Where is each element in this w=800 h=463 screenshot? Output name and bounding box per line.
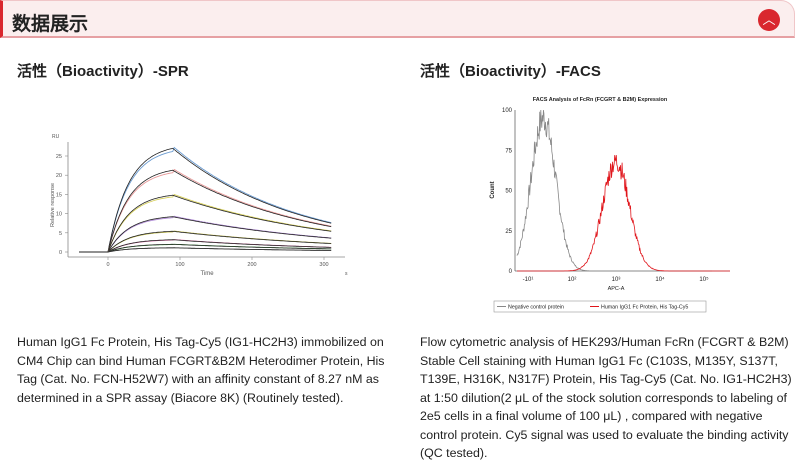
legend-label-negative: Negative control protein	[508, 305, 564, 311]
facs-description: Flow cytometric analysis of HEK293/Human…	[420, 335, 792, 460]
fit-curve-c3	[107, 194, 332, 253]
sensorgram-c5	[79, 230, 332, 253]
x-tick-label: 10⁴	[655, 276, 665, 283]
sensorgram-c3	[79, 194, 332, 253]
sensorgram-c4	[79, 216, 332, 253]
y-tick-label: 0	[509, 269, 513, 275]
facs-title: 活性（Bioactivity）-FACS	[420, 63, 601, 80]
y-tick-label: 25	[505, 229, 512, 235]
x-tick-label: 10²	[568, 277, 577, 283]
x-axis-label: Time	[200, 271, 214, 277]
legend-label-sample: Human IgG1 Fc Protein, His Tag-Cy5	[601, 305, 688, 311]
y-tick-label: 20	[56, 173, 62, 179]
y-tick-label: 15	[56, 192, 62, 198]
spr-chart: 0 5 10 15 20 25 0 100 200 300 Time s RU Relative resp…	[50, 134, 348, 277]
spr-title: 活性（Bioactivity）-SPR	[17, 63, 189, 80]
x-tick-label: 10³	[612, 277, 621, 283]
y-tick-label: 75	[505, 148, 512, 154]
x-tick-label: 100	[175, 262, 184, 268]
y-tick-label: 100	[502, 108, 513, 114]
y-unit: RU	[52, 134, 60, 140]
sensorgram-c1	[79, 147, 332, 253]
sensorgram-c7	[79, 243, 332, 253]
y-tick-label: 10	[56, 212, 62, 218]
x-axis-label: APC-A	[608, 286, 625, 292]
x-tick-label: -10¹	[523, 277, 534, 283]
sensorgram-c2	[79, 169, 332, 253]
facs-chart: FACS Analysis of FcRn (FCGRT & B2M) Expr…	[490, 97, 730, 313]
fit-curve-c1	[107, 146, 332, 253]
x-tick-label: 300	[319, 262, 328, 268]
sensorgram-c8	[79, 247, 332, 253]
section-title: 数据展示	[12, 14, 89, 35]
legend-box	[493, 300, 707, 313]
chevron-up-icon: ︿	[762, 12, 776, 27]
sensorgram-c6	[79, 239, 332, 253]
histogram-sample	[517, 155, 730, 272]
x-tick-label: 200	[247, 262, 256, 268]
histogram-negative	[516, 109, 730, 272]
y-axis-label: Relative response	[50, 183, 56, 227]
y-tick-label: 50	[505, 189, 512, 195]
x-unit: s	[345, 271, 348, 277]
spr-description: Human IgG1 Fc Protein, His Tag-Cy5 (IG1-…	[17, 335, 385, 405]
chart-title: FACS Analysis of FcRn (FCGRT & B2M) Expr…	[533, 97, 668, 103]
fit-curve-c2	[107, 168, 332, 253]
y-tick-label: 0	[59, 250, 62, 256]
y-tick-label: 25	[56, 154, 62, 160]
y-axis-label: Count	[490, 181, 496, 198]
collapse-button[interactable]: ︿	[758, 9, 780, 31]
section-header: 数据展示 ︿	[0, 0, 795, 38]
x-tick-label: 10⁵	[699, 276, 709, 283]
y-tick-label: 5	[59, 231, 62, 237]
x-tick-label: 0	[106, 262, 109, 268]
